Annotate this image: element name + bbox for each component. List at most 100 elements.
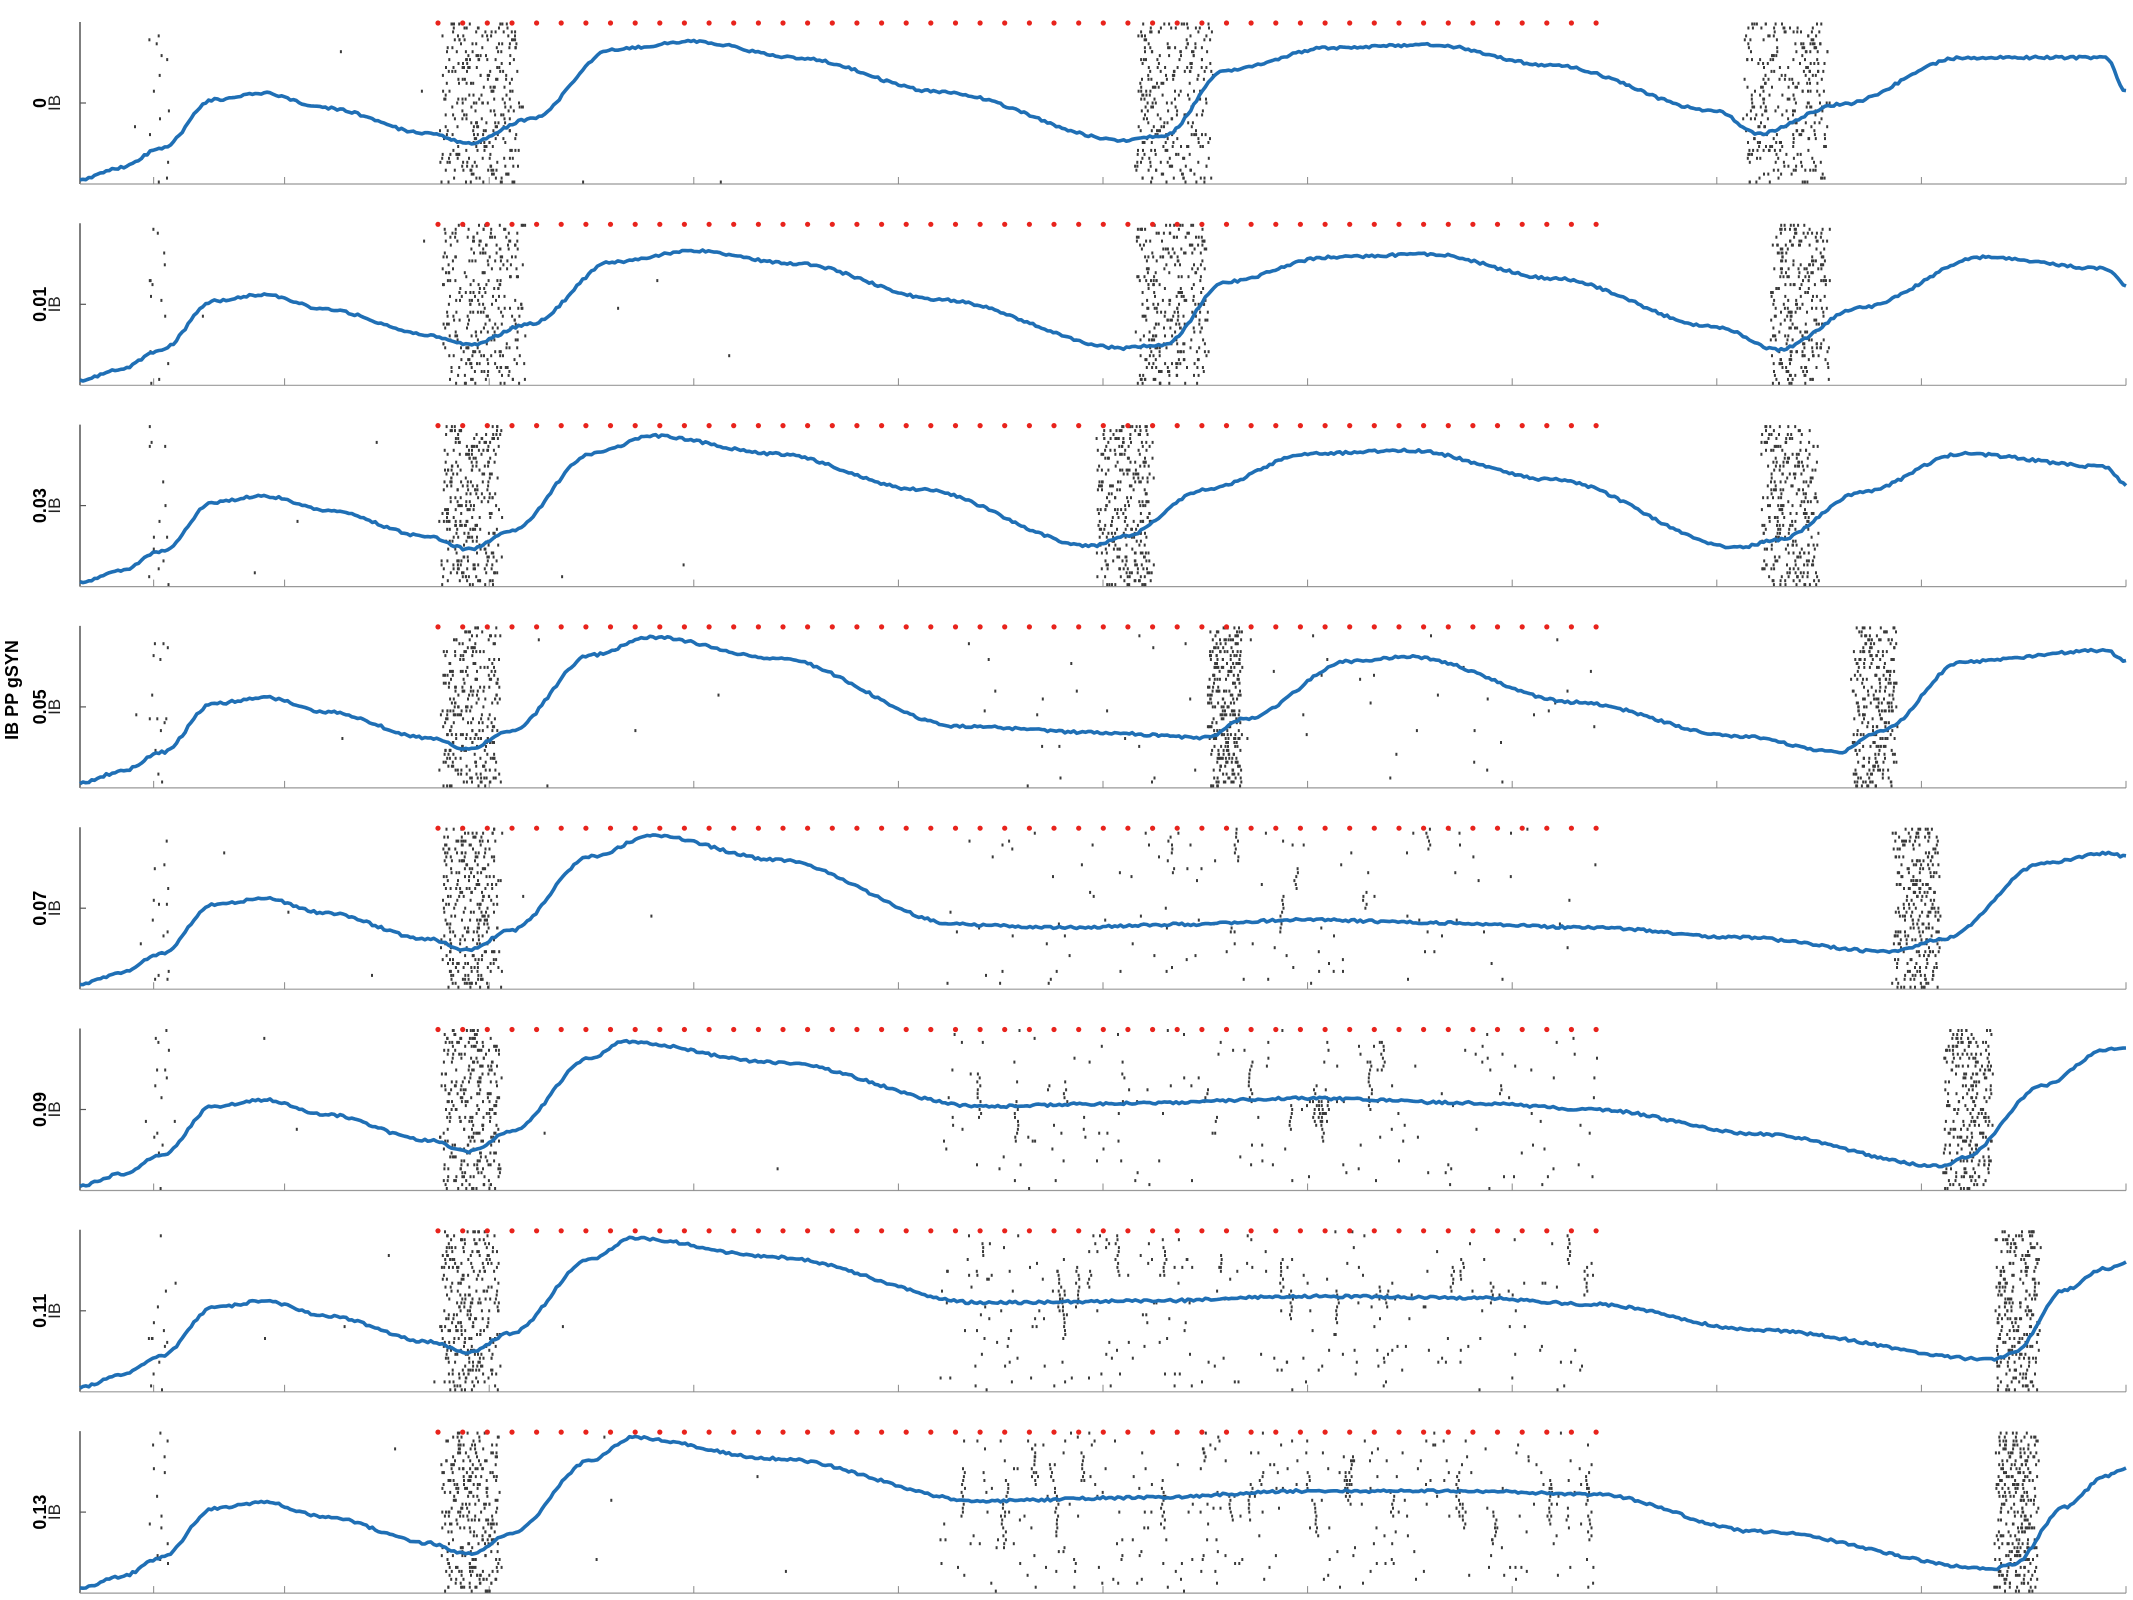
spike bbox=[1927, 926, 1930, 930]
spike bbox=[1320, 673, 1323, 677]
stim-dot bbox=[1174, 825, 1180, 831]
spike bbox=[1139, 81, 1142, 85]
spike bbox=[1147, 73, 1150, 77]
spike bbox=[483, 950, 486, 954]
spike bbox=[1120, 508, 1123, 512]
spike bbox=[470, 969, 473, 973]
spike bbox=[471, 468, 474, 472]
spike bbox=[1138, 744, 1141, 748]
spike bbox=[1790, 310, 1793, 314]
spike bbox=[1919, 969, 1921, 973]
spike bbox=[1896, 847, 1899, 851]
spike bbox=[500, 985, 503, 989]
spike bbox=[1808, 263, 1811, 267]
spike bbox=[1768, 93, 1771, 97]
spike bbox=[1184, 251, 1187, 255]
spike bbox=[450, 429, 453, 433]
spike bbox=[1108, 583, 1111, 587]
spike bbox=[1238, 737, 1241, 740]
spike bbox=[1869, 780, 1872, 784]
spike bbox=[449, 950, 451, 954]
spike bbox=[1932, 847, 1935, 851]
spike bbox=[1884, 756, 1886, 760]
spike bbox=[157, 1151, 160, 1155]
spike bbox=[483, 748, 486, 752]
spike bbox=[442, 681, 445, 685]
spike bbox=[1821, 263, 1824, 267]
spike bbox=[1820, 117, 1823, 121]
spike bbox=[482, 1100, 484, 1104]
spike bbox=[456, 883, 459, 886]
spike bbox=[462, 894, 465, 898]
spike bbox=[454, 440, 457, 444]
spike bbox=[1791, 322, 1794, 326]
spike bbox=[1189, 69, 1192, 73]
spike bbox=[1875, 654, 1878, 658]
spike bbox=[1130, 496, 1132, 500]
spike bbox=[1305, 733, 1308, 737]
spike bbox=[1169, 835, 1172, 839]
spike bbox=[492, 642, 495, 646]
spike bbox=[475, 1131, 478, 1135]
spike bbox=[475, 460, 478, 464]
spike bbox=[1176, 137, 1179, 141]
spike bbox=[446, 579, 449, 583]
spike bbox=[1928, 835, 1931, 839]
spike bbox=[494, 137, 497, 141]
spike bbox=[509, 105, 512, 109]
spike bbox=[1138, 452, 1141, 456]
spike bbox=[483, 914, 486, 918]
spike bbox=[481, 898, 484, 902]
spike bbox=[490, 168, 493, 172]
spike bbox=[1227, 669, 1230, 673]
spike bbox=[476, 669, 478, 673]
spike bbox=[1234, 634, 1237, 638]
spike bbox=[492, 583, 494, 587]
spike bbox=[469, 898, 472, 902]
spike bbox=[466, 863, 469, 867]
spike bbox=[1215, 780, 1218, 784]
spike bbox=[507, 231, 510, 235]
spike bbox=[1229, 930, 1232, 934]
spike bbox=[1430, 634, 1432, 638]
spike bbox=[1746, 58, 1749, 62]
spike bbox=[1775, 54, 1778, 58]
spike bbox=[1891, 752, 1894, 756]
panel-0: 0IB bbox=[30, 20, 2127, 185]
spike bbox=[463, 681, 466, 685]
spike bbox=[1816, 444, 1819, 448]
spike bbox=[1436, 693, 1439, 697]
spike bbox=[468, 879, 470, 883]
spike bbox=[1141, 34, 1143, 38]
spike bbox=[1878, 709, 1881, 713]
spike bbox=[465, 539, 468, 543]
spike bbox=[476, 962, 479, 965]
spike bbox=[1149, 239, 1152, 243]
spike bbox=[459, 563, 462, 567]
spike bbox=[1154, 152, 1157, 156]
spike bbox=[449, 855, 452, 859]
spike bbox=[459, 1088, 462, 1092]
stim-dot bbox=[1371, 20, 1377, 26]
spike bbox=[1296, 867, 1299, 871]
spike bbox=[442, 283, 445, 287]
spike bbox=[445, 922, 448, 926]
spike bbox=[1784, 334, 1787, 338]
spike bbox=[451, 669, 454, 673]
spike bbox=[454, 1179, 457, 1183]
spike bbox=[495, 1044, 498, 1048]
spike bbox=[1161, 239, 1163, 243]
spike bbox=[453, 906, 456, 910]
spike bbox=[1774, 334, 1777, 338]
spike bbox=[1237, 693, 1240, 697]
spike bbox=[499, 69, 502, 73]
spike bbox=[443, 752, 446, 756]
spike bbox=[472, 1068, 475, 1072]
spike bbox=[483, 567, 486, 571]
spike bbox=[465, 81, 468, 85]
spike bbox=[1906, 969, 1909, 973]
spike bbox=[1220, 756, 1223, 760]
spike bbox=[1152, 362, 1155, 366]
spike bbox=[1234, 713, 1236, 717]
spike bbox=[477, 54, 479, 58]
